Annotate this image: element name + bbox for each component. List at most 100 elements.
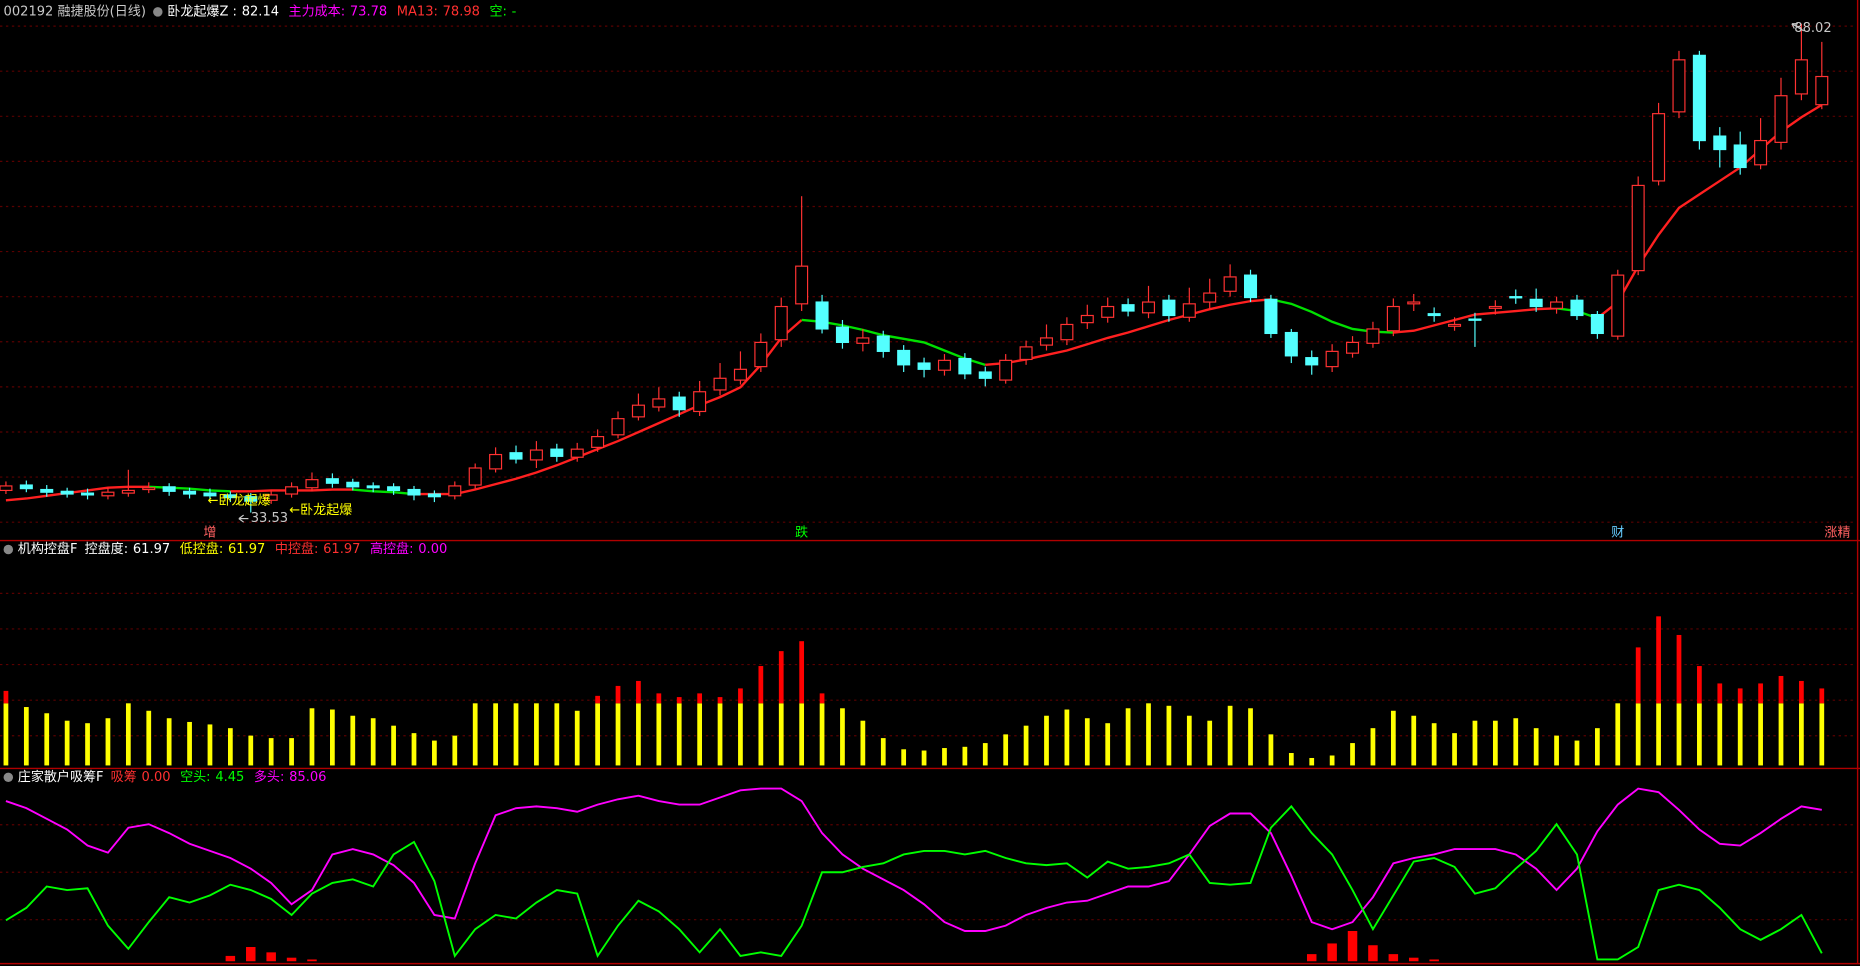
control-bar-low xyxy=(391,725,396,766)
control-bar-low xyxy=(942,748,947,766)
accumulation-bar xyxy=(246,947,256,962)
candle-body xyxy=(1305,357,1319,366)
control-bar-low xyxy=(1778,703,1784,766)
control-bar-low xyxy=(656,703,662,766)
control-bar-low xyxy=(534,703,539,766)
control-bar-low xyxy=(1819,703,1825,766)
candle-body xyxy=(1203,292,1217,303)
candle-body xyxy=(1325,350,1339,368)
control-bar-low xyxy=(1717,703,1723,766)
readout-label: 中控盘: xyxy=(275,541,319,557)
candle-body xyxy=(1550,301,1564,309)
high-arrow xyxy=(1791,23,1805,32)
control-bar-high xyxy=(778,651,784,704)
ma-line xyxy=(5,485,149,502)
indicator-icon xyxy=(3,544,14,555)
control-bar-low xyxy=(207,724,213,766)
readout-label: MA13: xyxy=(397,4,438,19)
control-bar-high xyxy=(3,690,9,704)
candle-body xyxy=(366,485,380,489)
control-bar-low xyxy=(1207,720,1213,766)
grid xyxy=(0,25,1857,921)
control-bar-low xyxy=(615,703,621,766)
candle-body xyxy=(570,448,584,458)
control-bar-low xyxy=(1329,755,1335,766)
accumulation-bar xyxy=(1327,943,1337,962)
control-bar-low xyxy=(166,718,172,766)
control-bar-high xyxy=(1676,634,1682,704)
control-bar-low xyxy=(921,750,927,766)
control-bar-high xyxy=(595,695,600,704)
candle-body xyxy=(305,479,319,489)
panel-title: 机构控盘F xyxy=(18,541,78,557)
ma-line xyxy=(985,298,1272,367)
control-bar-low xyxy=(758,703,764,766)
candle-body xyxy=(19,484,33,490)
readout-label: 低控盘: xyxy=(180,541,224,557)
candle-body xyxy=(203,492,217,497)
candle-body xyxy=(774,305,788,341)
control-bar-low xyxy=(64,720,70,766)
candle-body xyxy=(1141,301,1156,314)
control-bar-high xyxy=(738,688,743,704)
control-bar-low xyxy=(1064,709,1070,766)
candle-body xyxy=(1733,144,1747,169)
control-bar-low xyxy=(1227,705,1233,766)
control-bar-low xyxy=(982,743,988,766)
accumulation-bar xyxy=(1429,959,1439,962)
candle-body xyxy=(244,496,258,502)
candle-body xyxy=(1039,337,1054,346)
candle-body xyxy=(795,265,809,305)
control-bar-low xyxy=(1370,728,1376,766)
control-bar-low xyxy=(1431,723,1437,766)
control-bar-low xyxy=(880,738,886,766)
control-bar-low xyxy=(962,746,968,766)
candle-body xyxy=(101,491,115,497)
control-bar-low xyxy=(3,703,9,766)
control-bar-low xyxy=(676,703,682,766)
control-bar-high xyxy=(758,666,764,704)
candle-body xyxy=(468,467,482,486)
control-bar-low xyxy=(370,718,376,766)
accumulation-bar xyxy=(307,959,317,962)
control-bar-low xyxy=(1105,723,1111,766)
candle-body xyxy=(1754,139,1768,166)
control-bar-low xyxy=(1166,705,1172,766)
candle-body xyxy=(1468,318,1482,321)
candle-body xyxy=(325,478,339,484)
readout-value: 82.14 xyxy=(242,4,279,19)
candle-body xyxy=(183,490,197,495)
readout-label: 多头: xyxy=(254,769,284,785)
control-bar-low xyxy=(248,735,254,766)
candle-body xyxy=(1652,113,1666,182)
control-bar-high xyxy=(819,693,825,704)
control-bar-low xyxy=(1697,703,1702,766)
candle-body xyxy=(550,448,564,457)
control-bar-low xyxy=(330,709,335,766)
control-bar-low xyxy=(85,723,90,766)
panel-title: 庄家散户吸筹F xyxy=(18,769,104,785)
control-bar-low xyxy=(1186,715,1192,766)
event-marker: 财 xyxy=(1611,525,1624,540)
candle-body xyxy=(1346,341,1360,354)
event-marker: 涨精 xyxy=(1824,525,1850,540)
candle-body xyxy=(1611,274,1625,337)
control-bar-low xyxy=(1533,728,1539,766)
control-bar-low xyxy=(717,703,723,766)
candle-body xyxy=(1509,296,1523,299)
control-bar-low xyxy=(840,708,845,766)
candle-body xyxy=(835,326,849,343)
signal-label: ←卧龙起爆 xyxy=(289,503,352,518)
accumulation-bar xyxy=(286,957,297,962)
control-bar-high xyxy=(1819,688,1825,704)
readout-label: 卧龙起爆Z : xyxy=(167,4,237,19)
event-marker: 跌 xyxy=(795,524,808,540)
control-bar-low xyxy=(1084,718,1090,766)
readout-value: - xyxy=(512,4,517,19)
candle-body xyxy=(81,492,95,496)
ma-line xyxy=(413,319,803,496)
control-bar-low xyxy=(554,703,560,766)
readout-value: 73.78 xyxy=(350,4,387,19)
candle-body xyxy=(264,494,278,501)
